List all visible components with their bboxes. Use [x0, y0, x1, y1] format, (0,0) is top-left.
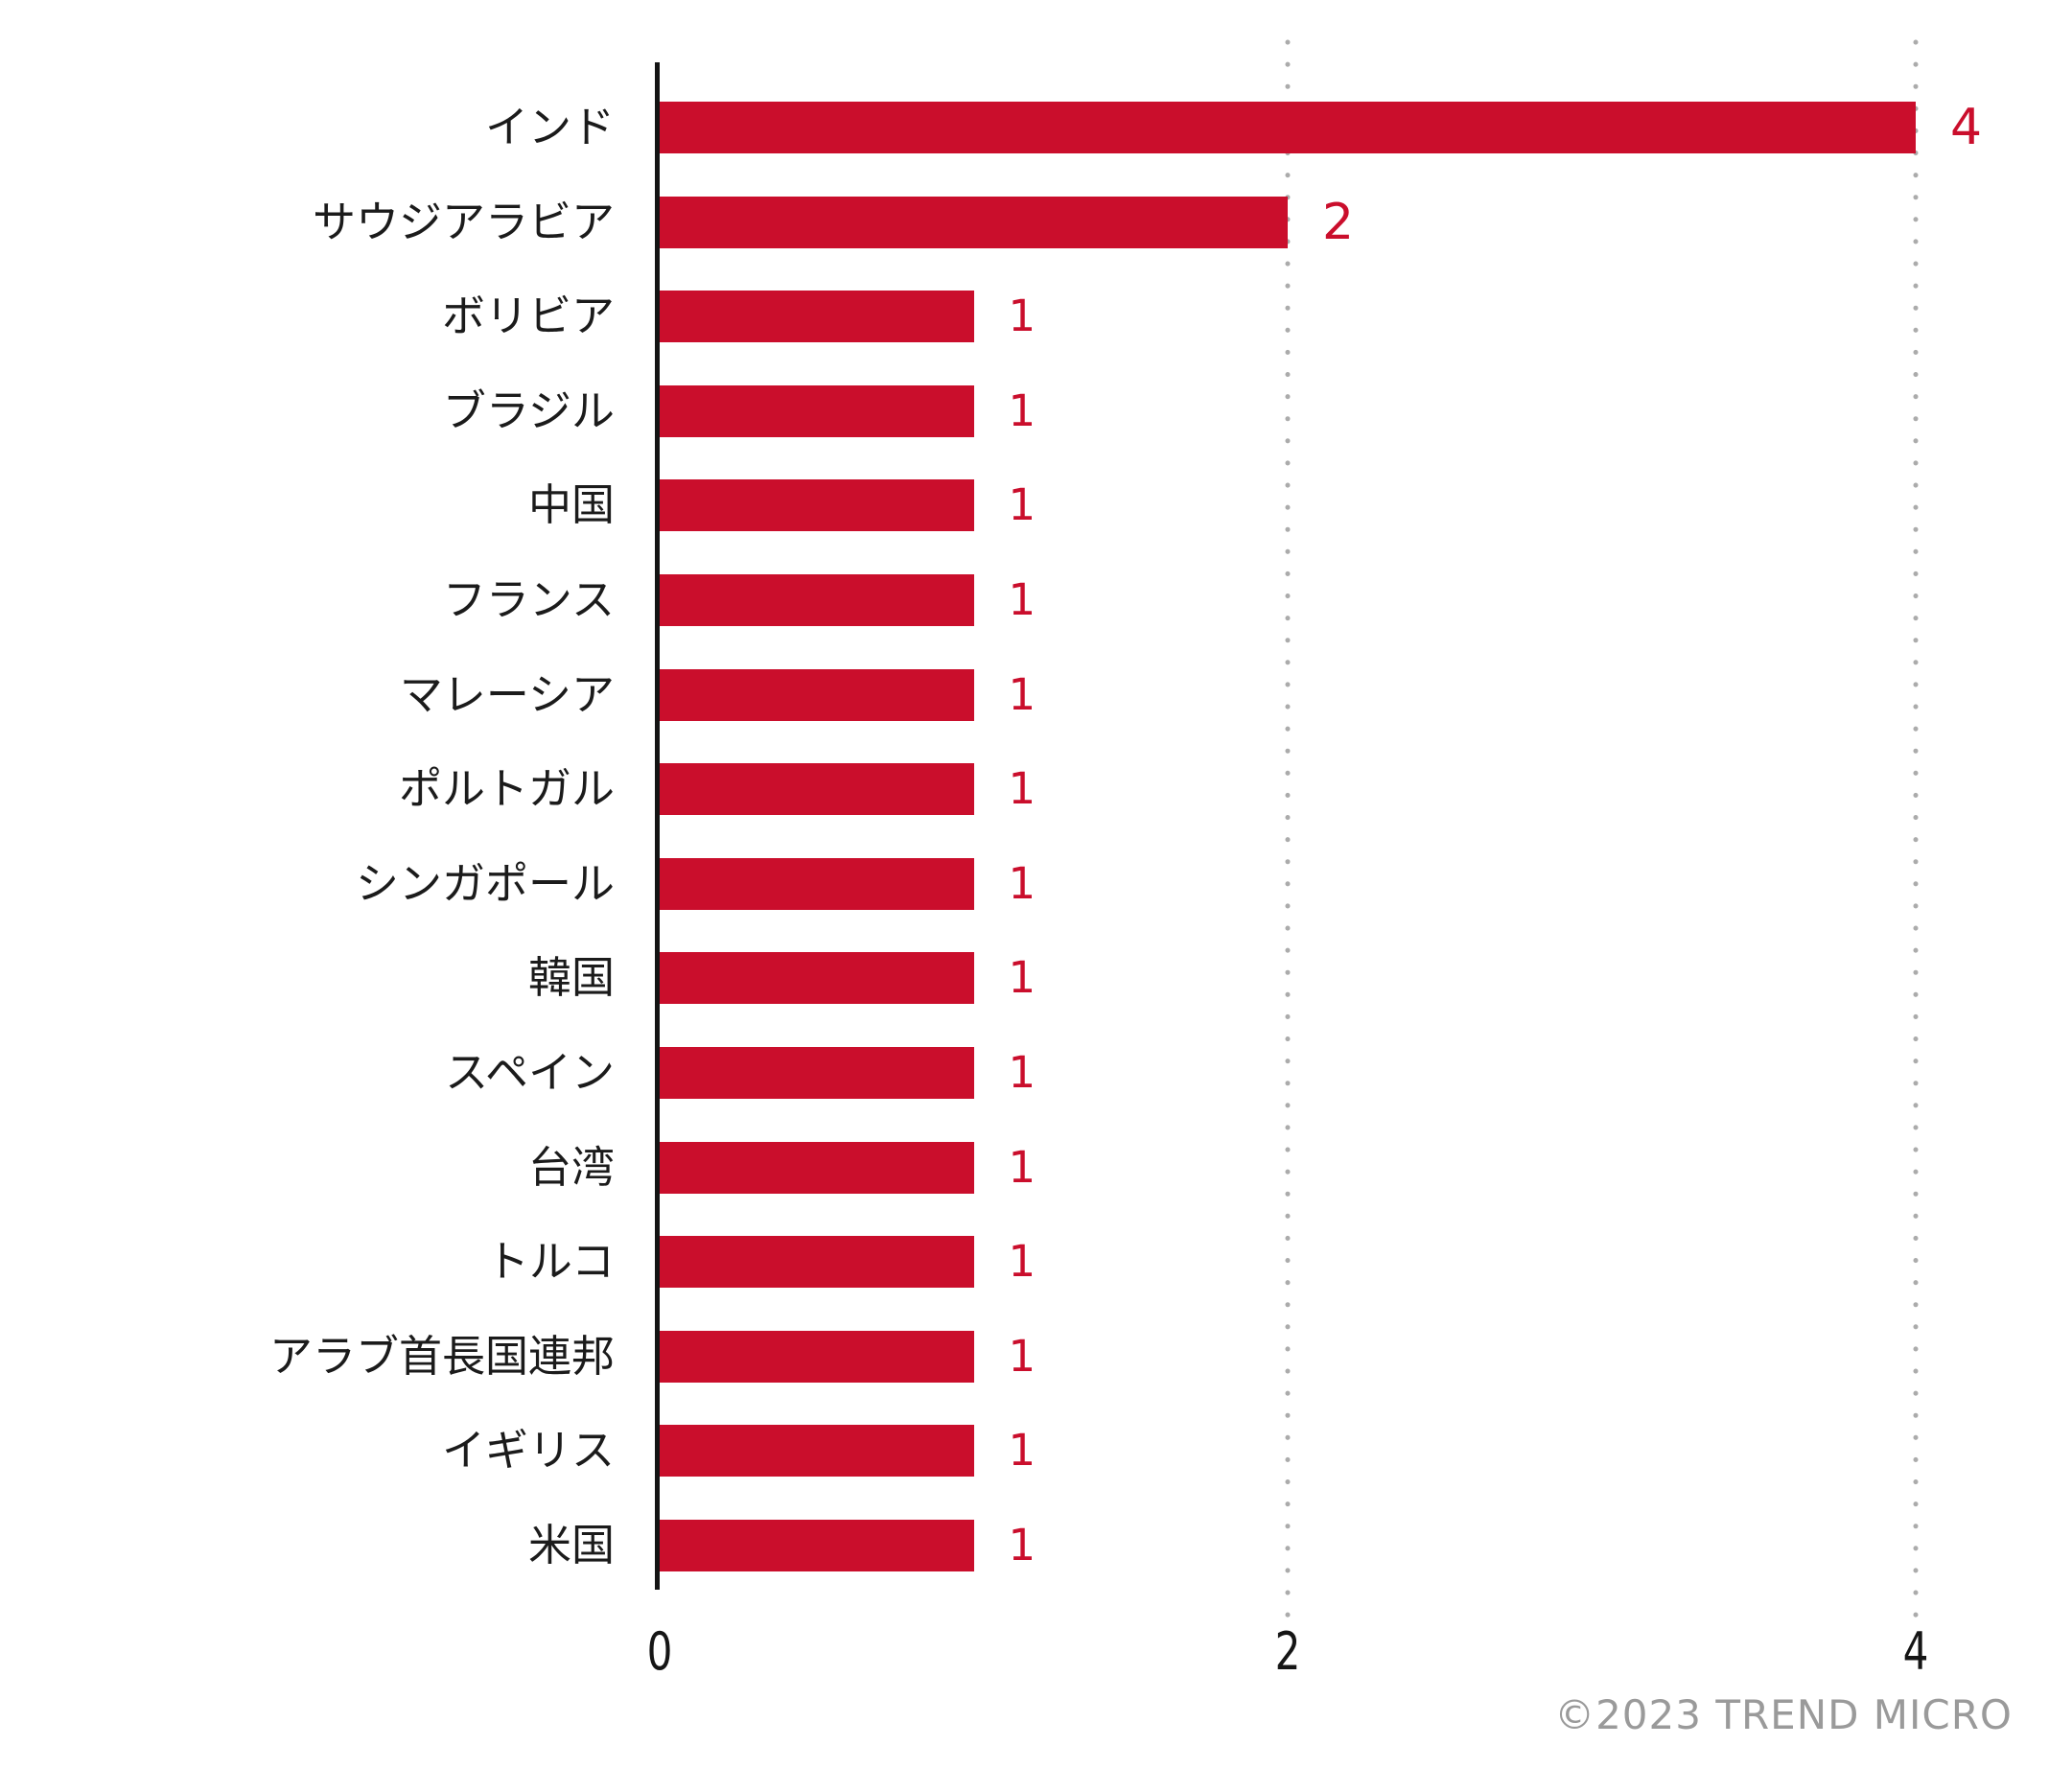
- bar: [660, 574, 974, 626]
- value-label: 1: [1008, 291, 1036, 342]
- value-label: 1: [1008, 1425, 1036, 1477]
- category-label: マレーシア: [399, 668, 615, 720]
- value-label: 1: [1008, 668, 1036, 720]
- bar: [660, 479, 974, 532]
- value-label: 1: [1008, 857, 1036, 909]
- category-label: 台湾: [527, 1141, 615, 1193]
- category-label: サウジアラビア: [312, 196, 615, 247]
- category-label: シンガポール: [355, 857, 615, 909]
- bar: [660, 1330, 974, 1383]
- bar: [660, 1141, 974, 1194]
- category-label: 中国: [527, 479, 615, 531]
- category-label: トルコ: [485, 1236, 615, 1288]
- value-label: 1: [1008, 1236, 1036, 1288]
- bar: [660, 952, 974, 1005]
- y-axis-line: [655, 62, 660, 1590]
- value-label: 1: [1008, 763, 1036, 815]
- bar: [660, 1425, 974, 1478]
- value-label: 1: [1008, 384, 1036, 436]
- bar: [660, 196, 1288, 248]
- value-label: 1: [1008, 1330, 1036, 1382]
- category-label: 韓国: [527, 952, 615, 1004]
- bar: [660, 668, 974, 721]
- bar: [660, 1236, 974, 1289]
- value-label: 1: [1008, 1141, 1036, 1193]
- category-label: フランス: [442, 574, 615, 625]
- value-label: 1: [1008, 1520, 1036, 1571]
- category-label: イギリス: [441, 1425, 615, 1477]
- bar: [660, 291, 974, 343]
- bar: [660, 763, 974, 816]
- bar: [660, 384, 974, 437]
- category-label: ブラジル: [442, 384, 615, 436]
- value-label: 4: [1950, 99, 1983, 156]
- bar: [660, 1047, 974, 1099]
- category-label: ボリビア: [441, 291, 615, 342]
- bar: [660, 857, 974, 910]
- category-label: スペイン: [445, 1047, 615, 1098]
- copyright-attribution: ©2023 TREND MICRO: [1554, 1691, 2013, 1738]
- value-label: 1: [1008, 952, 1036, 1004]
- value-label: 2: [1322, 193, 1355, 251]
- value-label: 1: [1008, 574, 1036, 625]
- category-label: 米国: [527, 1520, 615, 1571]
- bar: [660, 1520, 974, 1571]
- category-label: インド: [484, 102, 615, 152]
- category-label: ポルトガル: [398, 763, 615, 815]
- x-tick-label: 0: [646, 1621, 673, 1682]
- bar: [660, 102, 1916, 153]
- x-tick-label: 2: [1274, 1621, 1301, 1682]
- value-label: 1: [1008, 479, 1036, 531]
- category-label: アラブ首長国連邦: [268, 1330, 615, 1382]
- value-label: 1: [1008, 1047, 1036, 1098]
- x-tick-label: 4: [1902, 1621, 1929, 1682]
